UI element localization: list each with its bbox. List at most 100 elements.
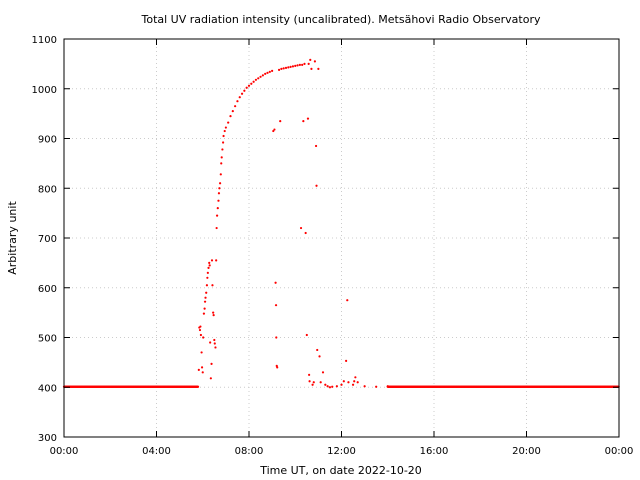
axis-ticks bbox=[63, 38, 620, 438]
data-point bbox=[220, 162, 223, 165]
data-point bbox=[208, 264, 211, 267]
data-point bbox=[206, 271, 209, 274]
data-point bbox=[217, 199, 220, 202]
data-point bbox=[363, 385, 366, 388]
data-point bbox=[257, 77, 260, 80]
data-point bbox=[299, 226, 303, 230]
data-point bbox=[197, 368, 200, 371]
data-point bbox=[272, 129, 275, 133]
data-point bbox=[202, 336, 205, 339]
data-point bbox=[200, 366, 204, 369]
data-point bbox=[289, 65, 292, 68]
data-point bbox=[240, 92, 244, 95]
data-point bbox=[315, 184, 318, 187]
data-point bbox=[215, 226, 218, 230]
data-point bbox=[212, 314, 215, 317]
data-point bbox=[209, 377, 212, 380]
data-point bbox=[316, 348, 319, 352]
data-point bbox=[291, 65, 295, 68]
data-point bbox=[296, 64, 299, 67]
data-point bbox=[307, 62, 310, 65]
y-tick-label: 400 bbox=[38, 383, 57, 394]
data-point bbox=[213, 342, 216, 345]
data-point bbox=[310, 67, 313, 70]
data-point bbox=[328, 386, 332, 389]
data-point bbox=[210, 362, 213, 365]
x-tick-label: 00:00 bbox=[50, 446, 79, 457]
data-point bbox=[221, 148, 224, 151]
y-tick-label: 1000 bbox=[32, 85, 57, 96]
data-point bbox=[274, 304, 278, 307]
data-point bbox=[264, 72, 267, 75]
data-point bbox=[222, 134, 225, 138]
data-point bbox=[306, 117, 310, 120]
data-point bbox=[324, 383, 327, 386]
data-point bbox=[356, 381, 359, 384]
x-tick-label: 08:00 bbox=[235, 446, 264, 457]
data-point bbox=[266, 71, 269, 74]
data-point bbox=[345, 359, 348, 362]
data-point bbox=[218, 182, 222, 185]
data-point bbox=[203, 307, 206, 310]
data-point bbox=[252, 80, 255, 83]
data-point bbox=[250, 82, 253, 85]
grid-lines bbox=[64, 39, 619, 437]
data-point bbox=[213, 338, 216, 342]
data-point bbox=[208, 261, 211, 264]
data-point bbox=[234, 105, 237, 108]
y-axis-label: Arbitrary unit bbox=[6, 201, 19, 275]
x-axis-label: Time UT, on date 2022-10-20 bbox=[259, 464, 422, 477]
data-point bbox=[229, 115, 232, 118]
data-point bbox=[318, 355, 321, 358]
data-point bbox=[386, 385, 389, 388]
x-tick-label: 00:00 bbox=[605, 446, 634, 457]
data-point bbox=[214, 346, 217, 349]
data-point bbox=[206, 276, 209, 279]
data-point bbox=[201, 371, 204, 374]
data-point bbox=[347, 381, 350, 384]
data-point bbox=[287, 66, 290, 69]
data-point bbox=[331, 385, 334, 388]
data-point bbox=[211, 284, 214, 287]
data-point bbox=[304, 231, 307, 235]
data-point bbox=[254, 78, 258, 81]
data-point bbox=[217, 192, 221, 195]
x-tick-label: 16:00 bbox=[420, 446, 449, 457]
data-point bbox=[247, 84, 251, 87]
data-point bbox=[212, 311, 215, 314]
x-tick-label: 20:00 bbox=[512, 446, 541, 457]
data-point bbox=[231, 110, 234, 113]
data-point bbox=[303, 62, 306, 65]
data-point bbox=[308, 380, 311, 383]
data-point bbox=[210, 259, 214, 262]
data-point bbox=[261, 74, 264, 77]
data-point bbox=[351, 383, 355, 386]
data-point bbox=[309, 58, 312, 61]
data-point bbox=[375, 385, 378, 388]
data-point bbox=[308, 373, 311, 376]
data-point bbox=[222, 141, 225, 144]
data-point bbox=[311, 383, 314, 386]
data-point bbox=[219, 173, 222, 176]
x-tick-label: 04:00 bbox=[142, 446, 171, 457]
data-point bbox=[236, 100, 239, 103]
y-tick-label: 700 bbox=[38, 234, 57, 245]
data-point bbox=[198, 328, 202, 332]
data-point bbox=[284, 66, 288, 69]
data-point bbox=[199, 333, 202, 337]
data-point bbox=[205, 291, 208, 294]
data-point bbox=[319, 381, 322, 384]
plot-frame bbox=[63, 38, 620, 438]
data-point bbox=[275, 336, 278, 339]
data-point bbox=[218, 187, 221, 190]
data-point bbox=[200, 351, 203, 354]
data-point bbox=[224, 126, 227, 129]
data-point bbox=[215, 214, 219, 217]
data-point bbox=[273, 128, 276, 131]
y-tick-label: 500 bbox=[38, 334, 57, 345]
data-point bbox=[199, 325, 202, 328]
data-point bbox=[294, 64, 297, 67]
data-point bbox=[207, 266, 210, 269]
data-point bbox=[314, 144, 318, 148]
y-tick-label: 800 bbox=[38, 184, 57, 195]
